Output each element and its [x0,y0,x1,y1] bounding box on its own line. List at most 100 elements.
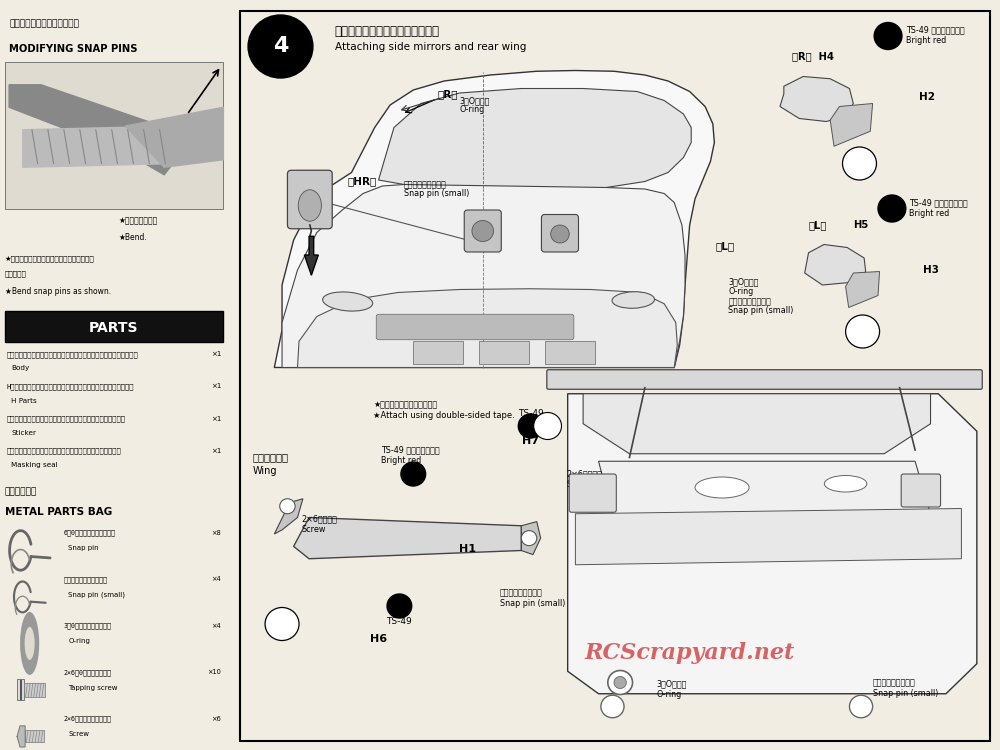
FancyBboxPatch shape [541,214,578,252]
Text: 3㎜Oリング: 3㎜Oリング [460,96,490,105]
Text: TS-49: TS-49 [518,410,543,419]
Polygon shape [568,394,977,694]
Bar [5,310,223,342]
Text: Tapping screw: Tapping screw [68,685,118,691]
FancyBboxPatch shape [569,474,616,512]
Text: H2: H2 [919,92,935,103]
Text: 2×6㌅0タッピングビス: 2×6㌅0タッピングビス [64,669,112,676]
Text: ×8: ×8 [211,530,221,536]
FancyBboxPatch shape [376,314,574,340]
Text: Masking seal: Masking seal [11,462,58,468]
Text: 3㌅0リング・・・・・・: 3㌅0リング・・・・・・ [64,622,112,629]
Circle shape [878,195,906,222]
Text: RCScrapyard.net: RCScrapyard.net [585,641,795,664]
Circle shape [846,315,880,348]
Text: 《HR》: 《HR》 [348,176,377,187]
Circle shape [551,225,569,243]
Text: TS-49 ブライトレッド: TS-49 ブライトレッド [906,26,964,34]
Text: Wing: Wing [253,466,277,476]
Text: 61: 61 [544,424,551,428]
Text: ★Bend.: ★Bend. [119,232,147,242]
FancyBboxPatch shape [901,474,941,507]
Polygon shape [780,76,853,122]
Text: ×6: ×6 [211,716,221,722]
Bar [5,62,223,208]
Text: ×10: ×10 [207,669,221,675]
Text: スナップビン（小）: スナップビン（小） [404,180,447,189]
Polygon shape [17,726,25,747]
Text: 《金具袋詰》: 《金具袋詰》 [5,488,37,496]
Text: 《R》  H4: 《R》 H4 [792,51,834,62]
Circle shape [387,594,412,618]
Ellipse shape [695,477,749,498]
Text: H7: H7 [522,436,539,446]
Text: O-ring: O-ring [656,690,682,699]
Text: 2×6㎜皿ビス: 2×6㎜皿ビス [301,514,337,523]
Text: 6㌅0スナップビン・・・・: 6㌅0スナップビン・・・・ [64,530,116,536]
Text: ×1: ×1 [211,416,221,422]
Circle shape [874,22,902,50]
Text: H6: H6 [370,634,387,644]
Text: H3: H3 [923,265,939,275]
Polygon shape [830,104,873,146]
Circle shape [843,147,876,180]
Text: 《R》: 《R》 [438,88,458,99]
Text: Body: Body [11,365,30,371]
FancyBboxPatch shape [287,170,332,229]
Text: 3㎜Oリング: 3㎜Oリング [728,278,759,286]
Text: ★Bend snap pins as shown.: ★Bend snap pins as shown. [5,286,111,296]
Text: ★Attach using double-sided tape.: ★Attach using double-sided tape. [373,411,515,420]
Polygon shape [379,88,691,191]
Polygon shape [805,244,866,285]
Circle shape [601,695,624,718]
Text: Snap pin: Snap pin [68,545,99,551]
Text: 2×6㌅百ビス・・・・・: 2×6㌅百ビス・・・・・ [64,716,112,722]
Text: 《L》: 《L》 [809,220,827,230]
Text: H Parts: H Parts [11,398,37,404]
Polygon shape [9,85,194,175]
Polygon shape [297,289,677,368]
Circle shape [280,499,295,514]
Text: ★両面テープで固定します。: ★両面テープで固定します。 [373,400,437,410]
FancyBboxPatch shape [547,370,982,389]
Bar [413,341,463,364]
Bar [25,730,44,742]
Text: Bright red: Bright red [906,36,946,45]
Text: TS-49 ブライトレッド: TS-49 ブライトレッド [381,446,439,454]
Circle shape [518,414,543,438]
Text: ×4: ×4 [211,622,221,628]
Text: H部品・・・・・・・・・・・・・・・・・・・・・・・・・・・: H部品・・・・・・・・・・・・・・・・・・・・・・・・・・・ [7,383,134,390]
Circle shape [472,220,494,242]
Polygon shape [125,107,223,167]
Circle shape [521,531,537,546]
Text: H5: H5 [853,220,869,230]
Bar [17,680,24,700]
Bar [24,683,45,697]
Text: ★ボディをとめるスナップビンは折り曲げて: ★ボディをとめるスナップビンは折り曲げて [5,255,94,262]
Text: Snap pin (small): Snap pin (small) [68,592,125,598]
Text: O-ring: O-ring [728,286,754,296]
Circle shape [849,695,873,718]
Text: 12: 12 [856,161,863,166]
Text: Screw: Screw [68,731,89,737]
FancyBboxPatch shape [464,210,501,252]
Circle shape [608,670,633,694]
Circle shape [534,413,562,440]
Text: ×1: ×1 [211,351,221,357]
Polygon shape [23,126,178,167]
Text: ×1: ×1 [211,383,221,389]
Text: Snap pin (small): Snap pin (small) [728,306,794,315]
Bar [479,341,529,364]
Text: 4: 4 [273,37,288,56]
Circle shape [265,608,299,640]
Circle shape [20,612,39,675]
Text: スナップビン（小）: スナップビン（小） [873,678,915,687]
Text: Attaching side mirrors and rear wing: Attaching side mirrors and rear wing [335,41,526,52]
Polygon shape [575,509,961,565]
Polygon shape [599,461,931,521]
Text: Snap pin (small): Snap pin (small) [404,189,469,198]
Text: スナップビン（小）: スナップビン（小） [500,588,542,597]
Polygon shape [274,70,714,368]
Ellipse shape [323,292,373,311]
Text: ×4: ×4 [211,576,221,582]
